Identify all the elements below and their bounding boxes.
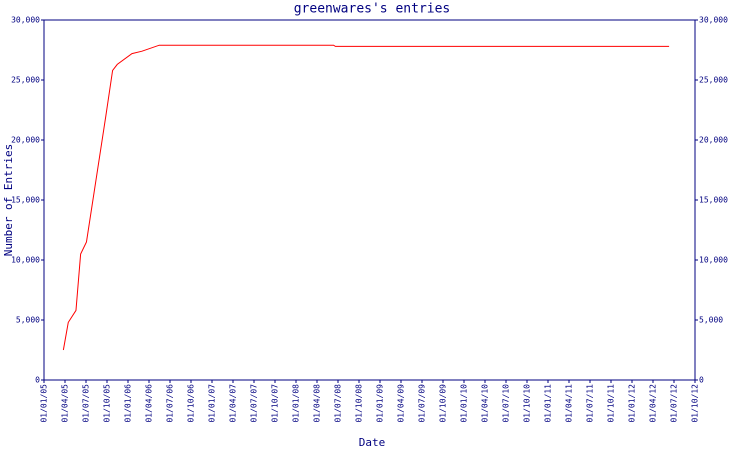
x-tick-label: 01/07/09 bbox=[418, 384, 427, 423]
x-tick-label: 01/10/08 bbox=[355, 384, 364, 423]
x-tick-label: 01/01/09 bbox=[376, 384, 385, 423]
x-tick-label: 01/07/12 bbox=[670, 384, 679, 423]
x-tick-label: 01/04/07 bbox=[229, 384, 238, 423]
x-tick-label: 01/10/10 bbox=[523, 384, 532, 423]
x-tick-label: 01/04/08 bbox=[313, 384, 322, 423]
x-tick-label: 01/10/06 bbox=[187, 384, 196, 423]
x-tick-label: 01/10/07 bbox=[271, 384, 280, 423]
x-tick-label: 01/07/08 bbox=[334, 384, 343, 423]
x-tick-label: 01/10/12 bbox=[691, 384, 700, 423]
x-tick-label: 01/07/05 bbox=[82, 384, 91, 423]
y2-tick-label: 0 bbox=[699, 376, 704, 385]
x-tick-label: 01/07/06 bbox=[166, 384, 175, 423]
x-tick-label: 01/04/11 bbox=[565, 384, 574, 423]
x-tick-label: 01/01/05 bbox=[40, 384, 49, 423]
x-tick-label: 01/10/05 bbox=[103, 384, 112, 423]
x-axis-label: Date bbox=[359, 436, 386, 449]
x-tick-label: 01/01/11 bbox=[544, 384, 553, 423]
x-tick-label: 01/07/10 bbox=[502, 384, 511, 423]
y2-tick-label: 30,000 bbox=[699, 16, 728, 25]
chart-title: greenwares's entries bbox=[294, 2, 451, 17]
x-tick-label: 01/01/10 bbox=[460, 384, 469, 423]
y-tick-label: 20,000 bbox=[11, 136, 40, 145]
x-tick-label: 01/10/11 bbox=[607, 384, 616, 423]
y-tick-label: 30,000 bbox=[11, 16, 40, 25]
x-tick-label: 01/04/09 bbox=[397, 384, 406, 423]
x-tick-label: 01/01/06 bbox=[124, 384, 133, 423]
data-line bbox=[62, 44, 670, 351]
y-tick-label: 10,000 bbox=[11, 256, 40, 265]
y-tick-label: 25,000 bbox=[11, 76, 40, 85]
x-tick-label: 01/10/09 bbox=[439, 384, 448, 423]
y-tick-label: 5,000 bbox=[16, 316, 40, 325]
y2-tick-label: 5,000 bbox=[699, 316, 723, 325]
x-tick-label: 01/04/05 bbox=[61, 384, 70, 423]
x-tick-label: 01/07/07 bbox=[250, 384, 259, 423]
x-tick-label: 01/04/12 bbox=[649, 384, 658, 423]
y2-tick-label: 20,000 bbox=[699, 136, 728, 145]
x-tick-label: 01/07/11 bbox=[586, 384, 595, 423]
y2-tick-label: 15,000 bbox=[699, 196, 728, 205]
x-tick-label: 01/04/06 bbox=[145, 384, 154, 423]
y2-tick-label: 10,000 bbox=[699, 256, 728, 265]
plot-frame bbox=[43, 19, 696, 381]
x-tick-label: 01/01/07 bbox=[208, 384, 217, 423]
y-axis-label: Number of Entries bbox=[2, 144, 15, 257]
y-tick-label: 0 bbox=[35, 376, 40, 385]
x-tick-label: 01/01/08 bbox=[292, 384, 301, 423]
y-tick-label: 15,000 bbox=[11, 196, 40, 205]
y2-tick-label: 25,000 bbox=[699, 76, 728, 85]
x-tick-label: 01/01/12 bbox=[628, 384, 637, 423]
x-tick-label: 01/04/10 bbox=[481, 384, 490, 423]
